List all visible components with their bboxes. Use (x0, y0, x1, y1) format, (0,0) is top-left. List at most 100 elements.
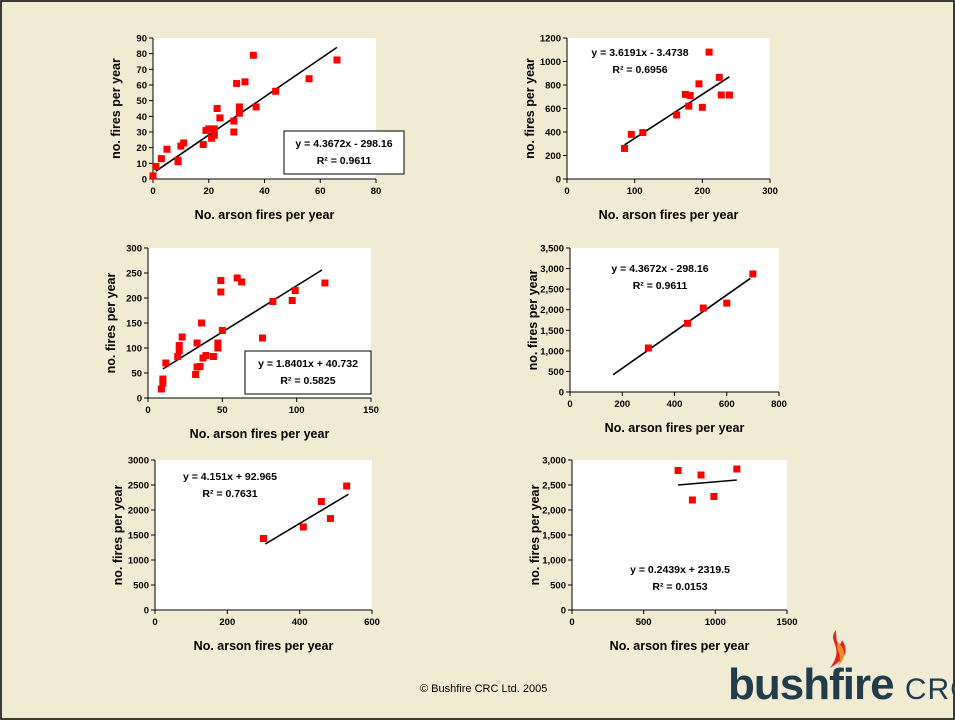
trendline (264, 493, 349, 545)
x-tick-label: 0 (152, 617, 157, 628)
data-point (715, 73, 723, 81)
y-tick-label: 2,000 (540, 305, 564, 316)
data-point (233, 79, 241, 87)
y-tick-label: 600 (545, 104, 561, 115)
x-tick-label: 1500 (776, 617, 797, 628)
y-axis-title: no. fires per year (526, 270, 540, 371)
data-point (213, 105, 221, 112)
flame-icon (830, 630, 846, 668)
data-point (686, 92, 694, 100)
data-point (305, 75, 313, 83)
data-point (725, 91, 733, 99)
data-point (175, 347, 183, 354)
data-point (621, 144, 629, 152)
x-axis-title: No. arson fires per year (194, 639, 334, 653)
data-point (695, 80, 703, 88)
data-point (710, 493, 718, 500)
data-point (333, 56, 341, 64)
data-point (299, 523, 307, 531)
y-axis-title: no. fires per year (111, 485, 125, 586)
y-tick-label: 1,500 (540, 326, 564, 337)
data-point (192, 371, 200, 378)
data-point (317, 498, 325, 505)
x-axis-title: No. arson fires per year (610, 639, 750, 653)
data-point (210, 125, 218, 133)
data-point (205, 125, 213, 133)
data-point (162, 359, 170, 367)
data-point (157, 385, 165, 393)
x-tick-label: 300 (762, 186, 778, 197)
scatter-chart-2: 0 200 400 600 800 1000 1200 0 100 200 300 No. arson… (523, 34, 778, 223)
y-tick-label: 500 (550, 581, 566, 592)
data-point (217, 288, 225, 296)
y-axis-title: no. fires per year (523, 58, 537, 159)
data-point (260, 535, 267, 542)
data-point (697, 471, 705, 479)
data-point (258, 334, 266, 342)
data-point (288, 297, 296, 304)
data-point (199, 141, 207, 149)
data-point (684, 319, 692, 327)
x-axis-title: No. arson fires per year (599, 208, 739, 222)
y-tick-label: 0 (559, 388, 564, 399)
x-axis-title: No. arson fires per year (190, 427, 330, 441)
scatter-chart-5: 0 500 1000 1500 2000 2500 3000 0 200 400 600 No. ar… (111, 456, 380, 654)
scatter-chart-6: 0 500 1,000 1,500 2,000 2,500 3,000 0 500 1000 150… (528, 456, 798, 654)
x-tick-label: 0 (569, 617, 574, 628)
data-point (733, 465, 741, 473)
y-tick-label: 200 (126, 294, 142, 305)
data-point (159, 379, 167, 387)
logo-suffix: CRC (904, 673, 955, 706)
y-axis-title: no. fires per year (109, 58, 123, 159)
y-tick-label: 3,000 (542, 456, 566, 467)
plot-area (570, 248, 779, 392)
data-point (210, 131, 218, 139)
data-point (326, 515, 334, 522)
data-point (681, 90, 689, 98)
scatter-chart-1: 0 10 20 30 40 50 60 70 80 90 0 20 40 60 80 No. arson fi… (109, 34, 405, 222)
bushfire-crc-logo: bushfire CRC (728, 628, 955, 714)
data-point (698, 103, 706, 111)
y-tick-label: 2000 (128, 506, 149, 517)
data-point (198, 319, 206, 327)
y-tick-label: 50 (136, 96, 147, 107)
y-tick-label: 250 (126, 269, 142, 280)
y-tick-label: 2500 (128, 481, 149, 492)
y-tick-label: 500 (548, 367, 564, 378)
r-squared-label: R² = 0.7631 (202, 488, 257, 500)
data-point (209, 353, 217, 360)
data-point (214, 344, 222, 352)
data-point (272, 87, 280, 95)
data-point (193, 339, 201, 347)
y-tick-label: 1,500 (542, 531, 566, 542)
data-point (723, 299, 731, 307)
data-point (174, 353, 182, 360)
data-point (269, 298, 277, 305)
y-tick-label: 800 (545, 81, 561, 92)
y-axis-title: no. fires per year (104, 273, 118, 374)
y-tick-label: 1,000 (542, 556, 566, 567)
data-point (291, 287, 299, 294)
data-point (685, 102, 693, 110)
x-tick-label: 200 (219, 617, 235, 628)
data-point (159, 375, 167, 383)
data-point (688, 496, 696, 504)
x-tick-label: 60 (315, 186, 326, 197)
trend-equation: y = 4.151x + 92.965 (183, 471, 277, 483)
data-point (163, 145, 171, 153)
data-point (717, 91, 725, 99)
data-point (639, 129, 647, 137)
data-point (705, 48, 713, 56)
trendline (677, 479, 737, 486)
trend-equation: y = 3.6191x - 3.4738 (591, 47, 688, 59)
data-point (178, 333, 186, 341)
plot-area (567, 38, 770, 179)
r-squared-label: R² = 0.6956 (612, 64, 667, 76)
y-tick-label: 2,500 (542, 481, 566, 492)
y-tick-label: 2,500 (540, 285, 564, 296)
x-tick-label: 500 (636, 617, 652, 628)
x-axis-title: No. arson fires per year (195, 208, 335, 222)
r-squared-label: R² = 0.5825 (280, 375, 335, 387)
equation-box (283, 130, 405, 175)
